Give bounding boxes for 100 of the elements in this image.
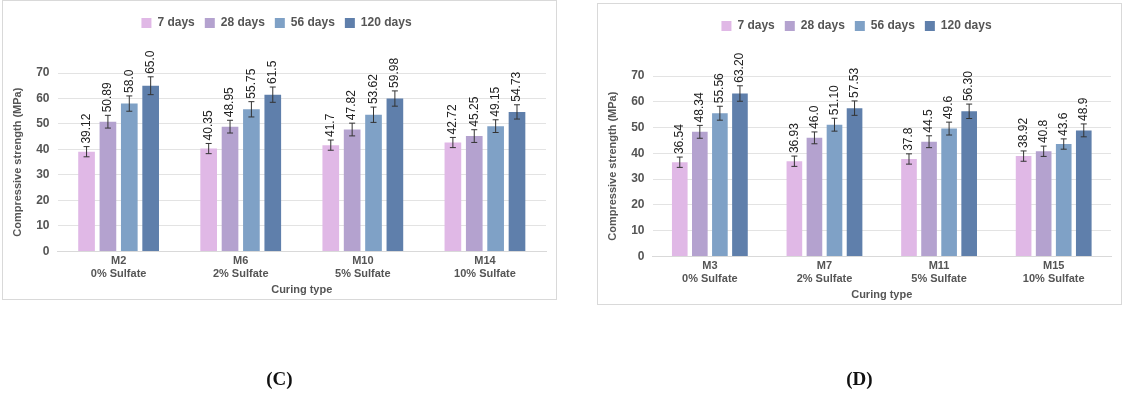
- bar: [786, 161, 803, 256]
- bar: [508, 111, 526, 251]
- bar: [465, 136, 483, 251]
- y-tick-label: 20: [36, 192, 50, 207]
- y-tick-label: 50: [36, 116, 50, 131]
- bar: [712, 113, 728, 256]
- data-label: 57.53: [846, 67, 861, 98]
- bar: [78, 151, 95, 251]
- y-tick-label: 40: [631, 145, 645, 160]
- bar: [921, 141, 937, 256]
- bar: [692, 131, 708, 256]
- legend-label: 120 days: [360, 15, 412, 30]
- data-label: 43.6: [1056, 112, 1071, 136]
- data-label: 37.8: [901, 127, 916, 151]
- data-label: 55.56: [712, 72, 727, 104]
- y-tick-label: 10: [631, 222, 645, 237]
- bar: [142, 85, 159, 251]
- text: (C): [265, 368, 294, 390]
- data-label: 65.0: [142, 50, 157, 74]
- bar: [1075, 130, 1092, 256]
- y-tick-label: 70: [36, 65, 50, 80]
- bar: [732, 93, 748, 256]
- data-label: 55.75: [243, 68, 258, 99]
- bar: [264, 94, 282, 251]
- data-label: 40.35: [200, 110, 215, 141]
- legend-label: 28 days: [220, 15, 266, 30]
- y-axis-title: Compressive strength (MPa): [10, 87, 23, 237]
- data-label: 42.72: [445, 104, 460, 135]
- data-label: 48.95: [222, 86, 237, 118]
- bar: [671, 162, 688, 256]
- bar: [1055, 144, 1072, 256]
- x-tick-label: M7 2% Sulfate: [796, 259, 853, 285]
- bar: [1015, 156, 1032, 256]
- data-label: 56.30: [961, 70, 976, 102]
- data-label: 46.0: [806, 105, 821, 129]
- data-label: 45.25: [466, 96, 481, 127]
- bar: [120, 103, 138, 251]
- x-tick-label: M10 5% Sulfate: [335, 254, 391, 280]
- y-tick-label: 30: [36, 167, 50, 182]
- x-tick-label: M6 2% Sulfate: [212, 254, 269, 280]
- bar: [941, 128, 957, 256]
- x-tick-label: M15 10% Sulfate: [1022, 259, 1085, 285]
- legend-label: 56 days: [870, 18, 916, 33]
- x-tick-label: M14 10% Sulfate: [454, 254, 516, 280]
- y-tick-label: 70: [631, 68, 645, 83]
- y-tick-label: 50: [631, 119, 645, 134]
- data-label: 51.10: [826, 84, 841, 116]
- bar: [1035, 151, 1052, 256]
- bar: [322, 145, 340, 251]
- bar: [487, 126, 504, 251]
- bar: [444, 142, 462, 251]
- bar: [99, 121, 117, 251]
- bar: [806, 137, 823, 256]
- bar: [846, 108, 863, 256]
- y-axis-title: Compressive strength (MPa): [605, 91, 618, 241]
- bar: [243, 109, 260, 251]
- bar: [961, 111, 977, 256]
- y-tick-label: 0: [637, 248, 645, 263]
- data-label: 49.15: [487, 86, 502, 117]
- x-tick-label: M2 0% Sulfate: [90, 254, 147, 280]
- legend-label: 120 days: [940, 18, 992, 33]
- y-tick-label: 40: [36, 141, 50, 156]
- data-label: 36.54: [672, 123, 687, 155]
- bar: [221, 126, 239, 251]
- text: (D): [845, 368, 874, 390]
- bar: [365, 114, 382, 251]
- bar: [343, 129, 361, 251]
- data-label: 36.93: [786, 122, 801, 154]
- x-axis-title: Curing type: [851, 288, 913, 301]
- y-tick-label: 0: [42, 243, 50, 258]
- data-label: 38.92: [1015, 117, 1030, 148]
- data-label: 61.5: [265, 60, 280, 85]
- data-label: 48.9: [1076, 97, 1091, 121]
- legend-label: 7 days: [157, 15, 196, 30]
- data-label: 48.34: [692, 92, 707, 123]
- data-label: 59.98: [387, 57, 402, 88]
- data-label: 53.62: [365, 73, 380, 105]
- x-tick-label: M11 5% Sulfate: [911, 259, 967, 285]
- data-label: 54.73: [509, 71, 524, 102]
- data-label: 41.7: [323, 113, 338, 138]
- data-label: 58.0: [121, 69, 136, 93]
- data-label: 39.12: [78, 113, 93, 144]
- legend-label: 56 days: [290, 15, 336, 30]
- legend-label: 7 days: [737, 18, 776, 33]
- y-tick-label: 10: [36, 218, 50, 233]
- bar: [826, 124, 843, 256]
- bar: [200, 148, 217, 251]
- y-tick-label: 30: [631, 171, 645, 186]
- x-axis-title: Curing type: [271, 283, 333, 296]
- data-label: 44.5: [921, 109, 936, 133]
- y-tick-label: 60: [631, 94, 645, 109]
- bar: [386, 98, 404, 251]
- x-tick-label: M3 0% Sulfate: [682, 259, 738, 285]
- y-tick-label: 20: [631, 197, 645, 212]
- bar: [901, 158, 917, 256]
- data-label: 49.6: [941, 95, 956, 120]
- data-label: 47.82: [344, 89, 359, 121]
- data-label: 50.89: [100, 81, 115, 113]
- data-label: 63.20: [732, 52, 747, 83]
- y-tick-label: 60: [36, 90, 50, 105]
